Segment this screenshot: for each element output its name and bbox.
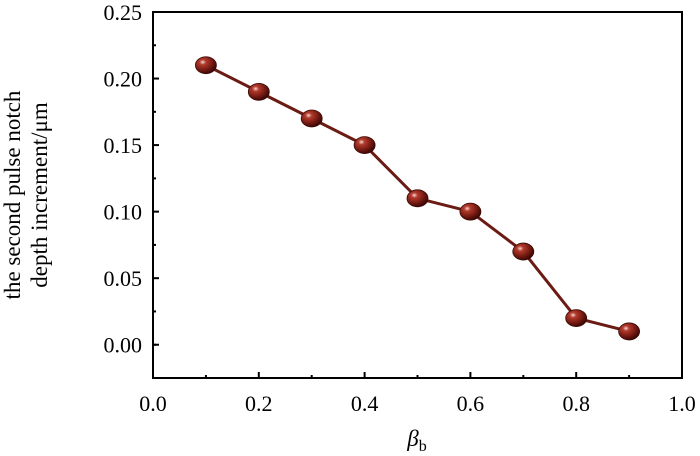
x-tick-label-2: 0.4	[351, 391, 379, 416]
data-point-2	[300, 109, 323, 128]
y-tick-label-2: 0.10	[104, 200, 143, 225]
x-axis-ticks	[152, 372, 683, 378]
x-axis-subscript: b	[419, 438, 427, 455]
x-axis-tick-labels: 0.0 0.2 0.4 0.6 0.8 1.0	[139, 391, 696, 416]
x-tick-label-3: 0.6	[457, 391, 485, 416]
y-axis-tick-labels: 0.00 0.05 0.10 0.15 0.20 0.25	[104, 0, 143, 358]
data-point-4	[406, 189, 429, 208]
y-tick-label-5: 0.25	[104, 0, 143, 25]
y-axis-title: the second pulse notch depth increment/μ…	[0, 90, 52, 299]
x-tick-label-4: 0.8	[562, 391, 590, 416]
y-tick-label-0: 0.00	[104, 333, 143, 358]
y-tick-label-3: 0.15	[104, 133, 143, 158]
data-point-1	[247, 82, 270, 101]
data-point-7	[565, 309, 588, 328]
y-axis-ticks	[153, 11, 159, 346]
data-point-3	[353, 136, 376, 154]
series-markers	[194, 56, 640, 341]
x-tick-label-5: 1.0	[668, 391, 696, 416]
data-point-6	[512, 242, 535, 261]
data-point-0	[194, 56, 217, 75]
y-axis-title-line-2: depth increment/μm	[27, 102, 52, 288]
y-tick-label-1: 0.05	[104, 266, 143, 291]
x-axis-symbol: β	[406, 426, 419, 451]
x-axis-title: βb	[406, 426, 426, 455]
data-point-8	[618, 322, 640, 341]
y-axis-title-line-1: the second pulse notch	[0, 90, 25, 299]
y-tick-label-4: 0.20	[104, 67, 143, 92]
x-tick-label-1: 0.2	[245, 391, 273, 416]
data-point-5	[459, 202, 482, 221]
x-tick-label-0: 0.0	[139, 391, 167, 416]
